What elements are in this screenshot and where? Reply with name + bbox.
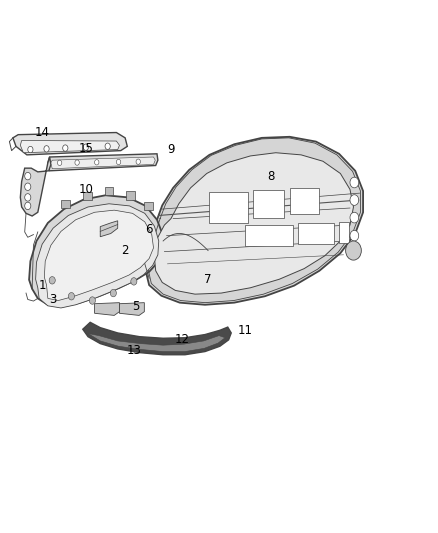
Circle shape (350, 212, 359, 223)
Circle shape (350, 195, 359, 205)
Circle shape (350, 230, 359, 241)
Polygon shape (95, 303, 120, 316)
Polygon shape (20, 157, 51, 216)
Bar (339, 222, 349, 243)
Text: 2: 2 (121, 244, 129, 257)
Bar (127, 191, 135, 199)
Text: 9: 9 (167, 143, 175, 156)
Polygon shape (83, 322, 231, 355)
Circle shape (75, 160, 79, 165)
Circle shape (95, 160, 99, 165)
Polygon shape (44, 210, 153, 301)
Circle shape (25, 193, 31, 201)
Circle shape (117, 159, 121, 165)
Polygon shape (154, 153, 353, 294)
Text: 14: 14 (35, 125, 49, 139)
Text: 5: 5 (132, 300, 140, 313)
Text: 6: 6 (145, 223, 153, 236)
Circle shape (105, 143, 110, 149)
Circle shape (83, 144, 88, 150)
Circle shape (25, 183, 31, 190)
Bar (105, 187, 113, 195)
Polygon shape (29, 195, 163, 306)
Circle shape (136, 159, 141, 164)
Polygon shape (20, 141, 120, 153)
Circle shape (350, 177, 359, 188)
Circle shape (89, 297, 95, 304)
Polygon shape (48, 154, 158, 171)
Bar (209, 192, 248, 223)
Polygon shape (35, 204, 159, 308)
Bar (245, 225, 293, 246)
Circle shape (110, 289, 117, 297)
Text: 13: 13 (127, 344, 141, 357)
Polygon shape (146, 137, 363, 305)
Polygon shape (100, 221, 118, 237)
Bar (253, 190, 285, 217)
Text: 8: 8 (268, 169, 275, 183)
Bar (290, 188, 319, 214)
Circle shape (25, 202, 31, 209)
Circle shape (28, 147, 33, 153)
Circle shape (25, 172, 31, 180)
Bar (298, 223, 334, 244)
Polygon shape (88, 334, 225, 352)
Text: 12: 12 (174, 333, 189, 346)
Bar (144, 201, 152, 210)
Polygon shape (120, 303, 145, 316)
Text: 11: 11 (238, 324, 253, 337)
Text: 10: 10 (78, 183, 93, 196)
Circle shape (63, 145, 68, 151)
Text: 3: 3 (49, 294, 57, 306)
Text: 15: 15 (78, 142, 93, 155)
Text: 1: 1 (39, 279, 46, 292)
Circle shape (346, 241, 361, 260)
Circle shape (57, 160, 62, 165)
Polygon shape (51, 157, 155, 168)
Circle shape (49, 277, 55, 284)
Circle shape (44, 146, 49, 152)
Polygon shape (13, 133, 127, 155)
Bar (61, 199, 70, 208)
Circle shape (68, 293, 74, 300)
Circle shape (131, 278, 137, 285)
Bar (83, 191, 92, 200)
Text: 7: 7 (205, 273, 212, 286)
